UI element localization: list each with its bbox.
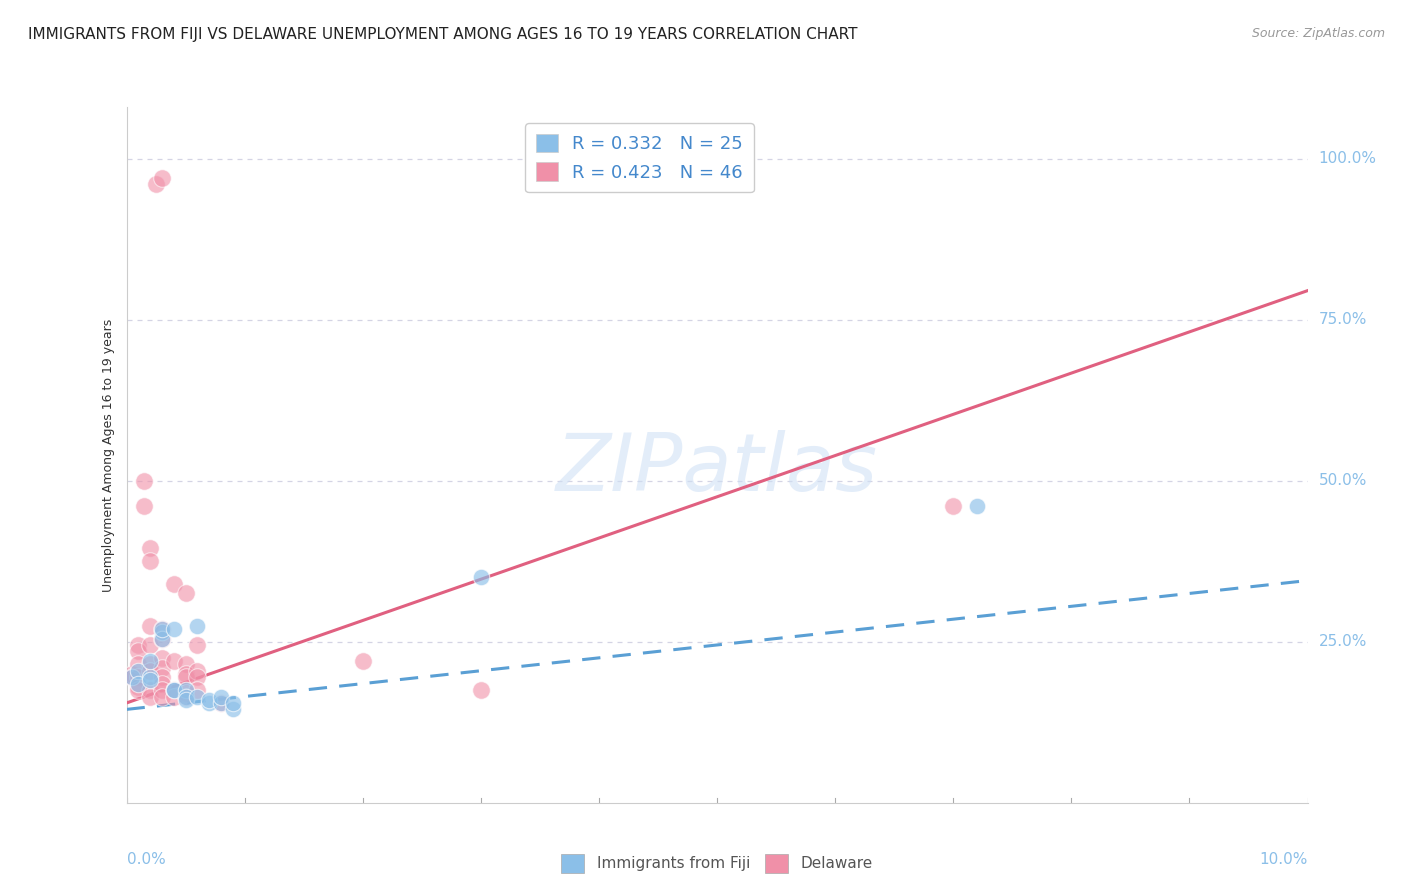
Point [163,683,186,698]
Point [150,683,173,698]
Point [174,670,197,684]
Point [127,676,149,690]
Point [139,690,162,704]
Text: IMMIGRANTS FROM FIJI VS DELAWARE UNEMPLOYMENT AMONG AGES 16 TO 19 YEARS CORRELAT: IMMIGRANTS FROM FIJI VS DELAWARE UNEMPLO… [28,27,858,42]
Point [163,683,186,698]
Point [150,632,173,646]
Point [198,692,221,706]
Point [139,541,162,556]
Point [127,683,149,698]
Point [127,680,149,694]
Point [139,554,162,568]
Point [209,696,232,710]
Point [209,696,232,710]
Point [174,686,197,700]
Point [163,683,186,698]
Text: Source: ZipAtlas.com: Source: ZipAtlas.com [1251,27,1385,40]
Point [174,692,197,706]
Point [470,683,492,698]
Text: 50.0%: 50.0% [1319,473,1367,488]
Point [174,690,197,704]
Point [222,702,245,716]
Point [127,644,149,658]
Point [174,667,197,681]
Point [150,622,173,636]
Point [139,664,162,678]
Point [139,683,162,698]
Text: 75.0%: 75.0% [1319,312,1367,327]
Point [352,654,374,668]
Point [150,625,173,640]
Point [966,500,988,514]
Point [121,667,143,681]
Point [163,622,186,636]
Point [121,670,143,684]
Point [150,690,173,704]
Point [150,676,173,690]
Point [150,632,173,646]
Point [942,500,965,514]
Legend: Immigrants from Fiji, Delaware: Immigrants from Fiji, Delaware [555,847,879,879]
Point [134,500,156,514]
Point [186,618,208,632]
Point [163,576,186,591]
Point [470,570,492,584]
Text: 10.0%: 10.0% [1260,852,1308,866]
Point [186,638,208,652]
Point [186,690,208,704]
Point [150,622,173,636]
Point [127,664,149,678]
Point [139,657,162,672]
Point [163,690,186,704]
Text: 0.0%: 0.0% [127,852,166,866]
Y-axis label: Unemployment Among Ages 16 to 19 years: Unemployment Among Ages 16 to 19 years [103,318,115,591]
Point [150,660,173,674]
Point [198,696,221,710]
Point [134,474,156,488]
Point [139,673,162,688]
Point [186,664,208,678]
Point [150,170,173,185]
Point [186,683,208,698]
Point [145,178,167,192]
Point [127,670,149,684]
Point [121,670,143,684]
Point [150,670,173,684]
Point [139,670,162,684]
Point [163,654,186,668]
Point [174,690,197,704]
Point [139,638,162,652]
Point [174,683,197,698]
Point [127,657,149,672]
Point [209,690,232,704]
Text: ZIPatlas: ZIPatlas [555,430,879,508]
Text: 100.0%: 100.0% [1319,151,1376,166]
Point [222,696,245,710]
Point [127,638,149,652]
Point [139,654,162,668]
Point [174,657,197,672]
Point [139,618,162,632]
Point [174,586,197,600]
Point [186,670,208,684]
Point [150,651,173,665]
Text: 25.0%: 25.0% [1319,634,1367,649]
